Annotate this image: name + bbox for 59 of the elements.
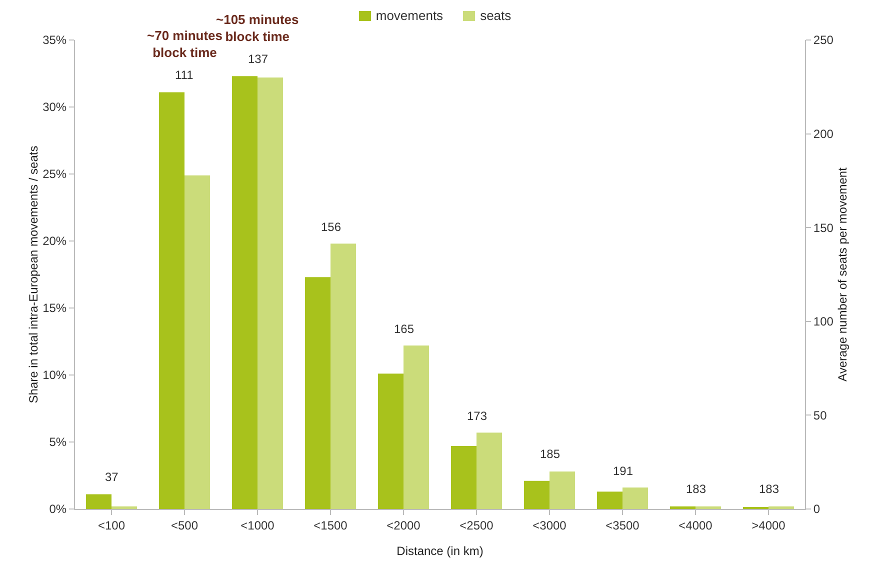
y2-tick-label: 0 — [813, 502, 820, 516]
annotation: 173 — [467, 409, 488, 423]
x-tick-label: <2000 — [386, 518, 421, 532]
x-tick-label: >4000 — [752, 518, 786, 532]
bar — [378, 374, 404, 509]
bar — [258, 78, 284, 509]
y-tick-label: 20% — [42, 234, 67, 248]
bar — [524, 480, 550, 509]
y2-tick-label: 250 — [813, 33, 834, 48]
legend-label: seats — [480, 8, 512, 23]
y-tick-label: 10% — [42, 368, 67, 382]
y-tick-label: 15% — [42, 301, 67, 316]
y2-tick-label: 150 — [813, 220, 834, 235]
x-axis-title: Distance (in km) — [396, 544, 484, 558]
bar — [86, 494, 112, 509]
annotation: 165 — [394, 322, 414, 336]
y-tick-label: 30% — [42, 100, 67, 114]
y-tick-label: 25% — [42, 167, 67, 182]
bar — [596, 492, 622, 509]
y-tick-label: 0% — [49, 502, 67, 516]
bar — [696, 506, 722, 509]
annotation: 137 — [248, 52, 268, 66]
bar — [622, 488, 648, 509]
bar — [550, 471, 576, 509]
y-axis-title: Share in total intra-European movements / seats — [26, 146, 41, 404]
bar — [404, 346, 430, 509]
annotation: 111 — [175, 68, 194, 82]
x-tick-label: <500 — [170, 518, 198, 532]
annotation: 156 — [321, 220, 342, 234]
annotation: ~70 minutes block time — [147, 28, 223, 60]
y2-tick-label: 200 — [813, 127, 834, 141]
bar — [450, 446, 476, 509]
annotation: 185 — [540, 447, 560, 461]
y-tick-label: 35% — [42, 33, 67, 48]
x-tick-label: <2500 — [460, 518, 494, 532]
y2-axis-title: Average number of seats per movement — [836, 166, 850, 382]
bar — [670, 506, 696, 509]
bar — [330, 244, 356, 509]
bar — [112, 506, 138, 509]
bar — [768, 506, 794, 509]
bar — [158, 92, 184, 509]
bar — [476, 432, 502, 509]
x-tick-label: <1500 — [314, 518, 348, 532]
x-tick-label: <100 — [98, 518, 126, 532]
legend-label: movements — [376, 8, 444, 23]
bar — [304, 277, 330, 509]
y2-tick-label: 100 — [813, 314, 834, 329]
x-tick-label: <4000 — [678, 518, 713, 532]
y2-tick-label: 50 — [813, 408, 828, 422]
bar — [232, 76, 258, 509]
annotation: 183 — [686, 482, 706, 496]
y-tick-label: 5% — [49, 435, 67, 450]
bar — [184, 175, 210, 509]
x-tick-label: <3500 — [606, 518, 640, 532]
annotation: 191 — [613, 464, 634, 478]
annotation: 183 — [759, 482, 780, 496]
x-tick-label: <3000 — [532, 518, 567, 532]
x-tick-label: <1000 — [240, 518, 275, 532]
annotation: 37 — [105, 470, 119, 484]
